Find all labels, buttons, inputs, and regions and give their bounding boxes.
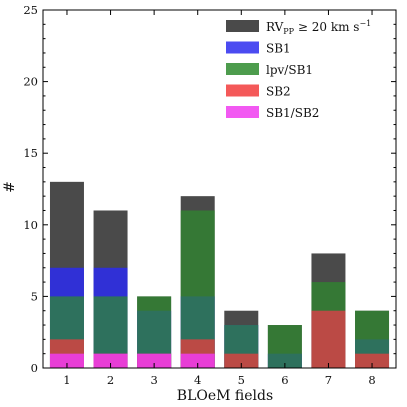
y-tick-label: 10 xyxy=(23,218,38,232)
legend-label-sb1sb2: SB1/SB2 xyxy=(266,106,319,120)
legend-swatch-sb1sb2 xyxy=(226,106,259,118)
y-tick-label: 15 xyxy=(23,146,38,160)
legend: RVPP ≥ 20 km s−1 SB1 lpv/SB1 SB2 SB1/SB2 xyxy=(226,19,371,120)
x-tick-label: 1 xyxy=(63,373,70,387)
legend-swatch-sb1 xyxy=(226,41,259,54)
x-axis-label: BLOeM fields xyxy=(177,388,273,404)
bar-sb2-7 xyxy=(311,310,346,368)
y-tick-label: 25 xyxy=(23,3,38,17)
x-tick-label: 6 xyxy=(281,373,288,387)
bar-sb2-5 xyxy=(224,353,259,368)
bars-layer xyxy=(49,181,390,368)
bar-lpv-6 xyxy=(267,325,302,368)
x-tick-label: 5 xyxy=(238,373,245,387)
x-tick-label: 3 xyxy=(150,373,157,387)
legend-swatch-lpv xyxy=(226,63,259,75)
legend-swatch-rvpp xyxy=(226,20,259,32)
y-tick-label: 5 xyxy=(31,289,38,303)
x-tick-label: 7 xyxy=(325,373,332,387)
bar-sb1sb2-3 xyxy=(137,353,172,368)
legend-label-sb1: SB1 xyxy=(266,42,291,56)
bar-sb2-8 xyxy=(355,353,390,368)
y-axis-label: # xyxy=(2,181,18,193)
bar-sb1sb2-2 xyxy=(93,353,128,368)
bar-sb1sb2-4 xyxy=(180,353,215,368)
plot-frame xyxy=(42,9,397,369)
y-tick-label: 20 xyxy=(23,75,38,89)
x-tick-label: 8 xyxy=(368,373,375,387)
bar-sb1sb2-1 xyxy=(49,353,84,368)
x-axis: 1 2 3 4 5 6 7 8 xyxy=(63,10,376,387)
legend-swatch-sb2 xyxy=(226,84,259,97)
y-axis: 0 5 10 15 20 25 xyxy=(23,3,396,375)
legend-label-rvpp: RVPP ≥ 20 km s−1 xyxy=(266,19,371,36)
y-tick-label: 0 xyxy=(31,361,38,375)
x-tick-label: 4 xyxy=(194,373,201,387)
legend-label-lpv: lpv/SB1 xyxy=(266,63,313,77)
x-tick-label: 2 xyxy=(107,373,114,387)
legend-label-sb2: SB2 xyxy=(266,85,291,99)
